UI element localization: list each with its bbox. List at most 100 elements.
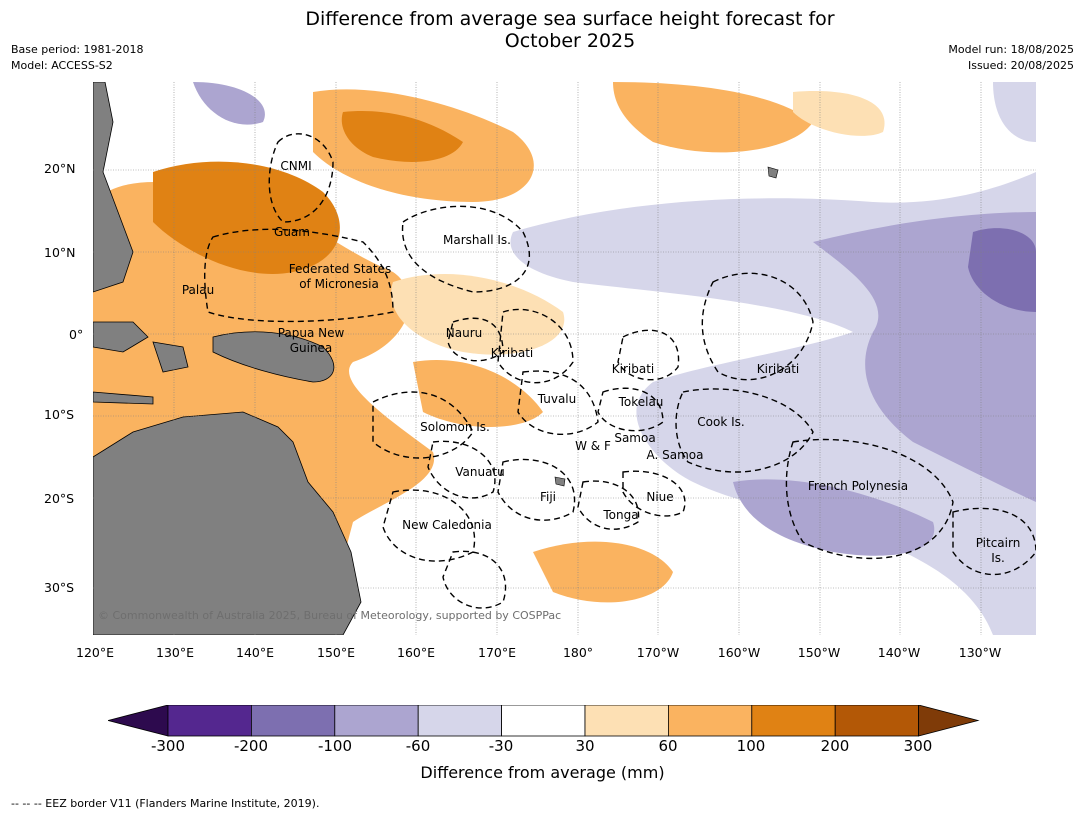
lon-label-140w: 140°W [877, 645, 921, 660]
anomaly-map [93, 82, 1036, 635]
eez-marshall [401, 205, 530, 293]
lon-label-130w: 130°W [958, 645, 1002, 660]
lat-label-10s: 10°S [44, 407, 75, 422]
eez-tonga [577, 480, 640, 530]
lon-label-180: 180° [562, 645, 594, 660]
eez-niue [622, 470, 686, 517]
place-cook: Cook Is. [697, 415, 745, 429]
colorbar-tick-2: -200 [233, 737, 269, 755]
title-line-2: October 2025 [504, 30, 636, 52]
colorbar-tick-8: 100 [736, 737, 766, 755]
lon-label-160w: 160°W [717, 645, 761, 660]
colorbar-tick-3: -100 [317, 737, 353, 755]
positive-anomaly-north-central [613, 82, 813, 153]
lon-label-120e: 120°E [75, 645, 115, 660]
colorbar-tick-5: -30 [488, 737, 514, 755]
lon-label-140e: 140°E [235, 645, 275, 660]
lat-label-20n: 20°N [44, 161, 76, 176]
colorbar-bin-6 [584, 705, 669, 737]
lon-label-160e: 160°E [396, 645, 436, 660]
place-kiribati-west: Kiribati [490, 346, 534, 360]
borneo-landmass [93, 321, 149, 353]
lon-label-130e: 130°E [155, 645, 195, 660]
eez-pitcairn [952, 507, 1036, 576]
asia-landmass [93, 82, 134, 293]
colorbar-tick-10: 300 [903, 737, 933, 755]
lon-label-150e: 150°E [316, 645, 356, 660]
eez-cook [675, 388, 814, 473]
eez-micronesia [204, 228, 394, 323]
eez-tuvalu [517, 370, 599, 435]
place-marshall: Marshall Is. [443, 233, 511, 247]
colorbar-bin-3 [334, 705, 419, 737]
map-title: Difference from average sea surface heig… [0, 8, 1085, 52]
lon-label-170w: 170°W [636, 645, 680, 660]
negative-anomaly-southeast [733, 479, 935, 556]
copyright-credit: © Commonwealth of Australia 2025, Bureau… [98, 609, 562, 622]
place-american-samoa: A. Samoa [646, 448, 704, 462]
issue-date: Issued: 20/08/2025 [967, 59, 1074, 72]
colorbar-bin-4 [417, 705, 503, 737]
lon-label-150w: 150°W [797, 645, 841, 660]
colorbar-tick-9: 200 [820, 737, 850, 755]
colorbar-tick-4: -60 [405, 737, 431, 755]
colorbar-bin-2 [250, 705, 336, 737]
eez-borders [204, 133, 1036, 609]
place-guam: Guam [274, 225, 310, 239]
place-fiji: Fiji [539, 490, 557, 504]
place-solomon: Solomon Is. [420, 420, 490, 434]
base-period: Base period: 1981-2018 [11, 43, 144, 56]
place-micronesia-1: Federated States [288, 262, 392, 276]
place-png-1: Papua New [277, 326, 345, 340]
eez-norfolk [442, 550, 507, 609]
eez-solomon [372, 391, 474, 459]
light-positive-micronesia [391, 273, 565, 355]
model-run: Model run: 18/08/2025 [948, 43, 1074, 56]
positive-anomaly-solomon [413, 360, 543, 427]
colorbar-label: Difference from average (mm) [420, 763, 665, 782]
place-pitcairn-2: Is. [991, 551, 1005, 565]
place-new-caledonia: New Caledonia [402, 518, 492, 532]
colorbar-bin-8 [751, 705, 836, 737]
place-vanuatu: Vanuatu [455, 465, 505, 479]
place-png-2: Guinea [289, 341, 333, 355]
colorbar-tick-6: 30 [575, 737, 595, 755]
colorbar-bin-9 [834, 705, 920, 737]
model-run-info: Model run: 18/08/2025 Issued: 20/08/2025 [948, 42, 1074, 74]
place-palau: Palau [181, 283, 215, 297]
place-samoa: Samoa [614, 431, 656, 445]
place-kiribati-central: Kiribati [611, 362, 655, 376]
colorbar-bin-7 [668, 705, 753, 737]
eez-kiribati-west [497, 308, 574, 384]
place-pitcairn-1: Pitcairn [975, 536, 1021, 550]
base-period-info: Base period: 1981-2018 Model: ACCESS-S2 [11, 42, 143, 74]
place-tokelau: Tokelau [618, 395, 664, 409]
colorbar-tick-7: 60 [658, 737, 678, 755]
eez-fiji [497, 458, 576, 521]
eez-kiribati-central [617, 329, 680, 381]
negative-anomaly-east-core [968, 228, 1036, 312]
eez-nauru [447, 317, 504, 362]
new-guinea-landmass [212, 331, 335, 383]
place-kiribati-east: Kiribati [756, 362, 800, 376]
lat-label-equator: 0° [69, 327, 84, 342]
colorbar-high-extend [918, 705, 980, 737]
australia-landmass [93, 411, 362, 635]
place-cnmi: CNMI [280, 159, 312, 173]
sulawesi-landmass [152, 341, 189, 373]
eez-kiribati-east [701, 272, 814, 381]
place-tuvalu: Tuvalu [537, 392, 577, 406]
eez-french-polynesia [785, 438, 954, 559]
place-nauru: Nauru [445, 326, 483, 340]
place-tonga: Tonga [603, 508, 639, 522]
lat-label-30s: 30°S [44, 580, 75, 595]
colorbar-tick-1: -300 [150, 737, 186, 755]
place-wallis-futuna: W & F [575, 439, 611, 453]
colorbar-bin-1 [167, 705, 252, 737]
place-french-polynesia: French Polynesia [807, 479, 909, 493]
positive-anomaly-south [533, 541, 673, 603]
lat-label-10n: 10°N [44, 245, 76, 260]
colorbar-low-extend [108, 705, 169, 737]
place-niue: Niue [646, 490, 674, 504]
negative-anomaly-northwest [193, 82, 265, 125]
